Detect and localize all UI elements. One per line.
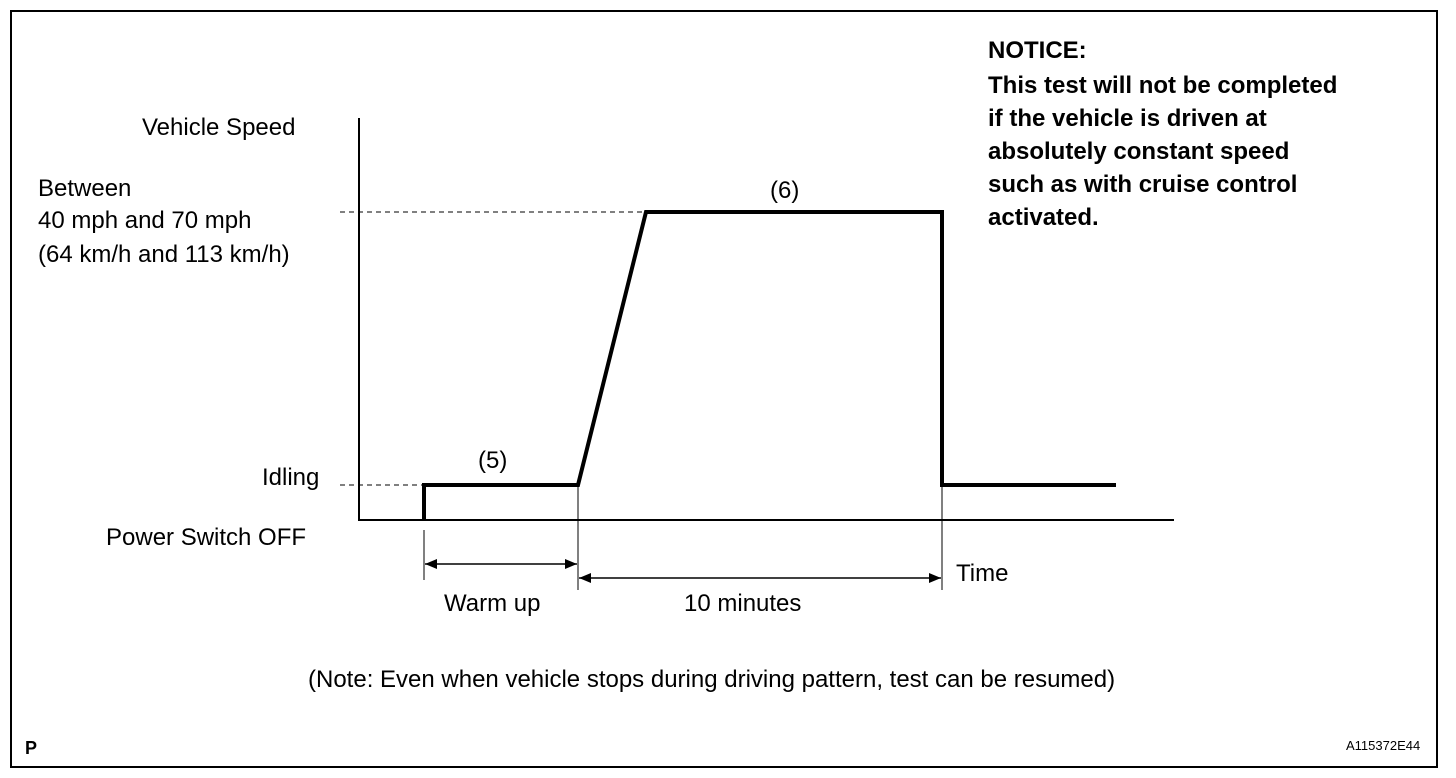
notice-line: such as with cruise control: [988, 171, 1297, 198]
note-text: (Note: Even when vehicle stops during dr…: [308, 666, 1115, 693]
ten-minutes-label: 10 minutes: [684, 590, 801, 617]
speed-range-label: (64 km/h and 113 km/h): [38, 241, 290, 268]
figure-frame: [10, 10, 1438, 768]
notice-line: This test will not be completed: [988, 72, 1337, 99]
warm-up-label: Warm up: [444, 590, 540, 617]
y-axis-label: Vehicle Speed: [142, 114, 295, 141]
step-6-label: (6): [770, 177, 799, 204]
idling-label: Idling: [262, 464, 319, 491]
speed-range-label: Between: [38, 175, 131, 202]
notice-title: NOTICE:: [988, 37, 1087, 64]
x-axis-label: Time: [956, 560, 1008, 587]
figure-id: A115372E44: [1346, 738, 1420, 753]
notice-line: if the vehicle is driven at: [988, 105, 1267, 132]
step-5-label: (5): [478, 447, 507, 474]
speed-range-label: 40 mph and 70 mph: [38, 207, 251, 234]
power-off-label: Power Switch OFF: [106, 524, 306, 551]
notice-line: activated.: [988, 204, 1099, 231]
speed-profile-line: [422, 210, 1116, 520]
footer-p-mark: P: [25, 738, 37, 758]
notice-line: absolutely constant speed: [988, 138, 1289, 165]
